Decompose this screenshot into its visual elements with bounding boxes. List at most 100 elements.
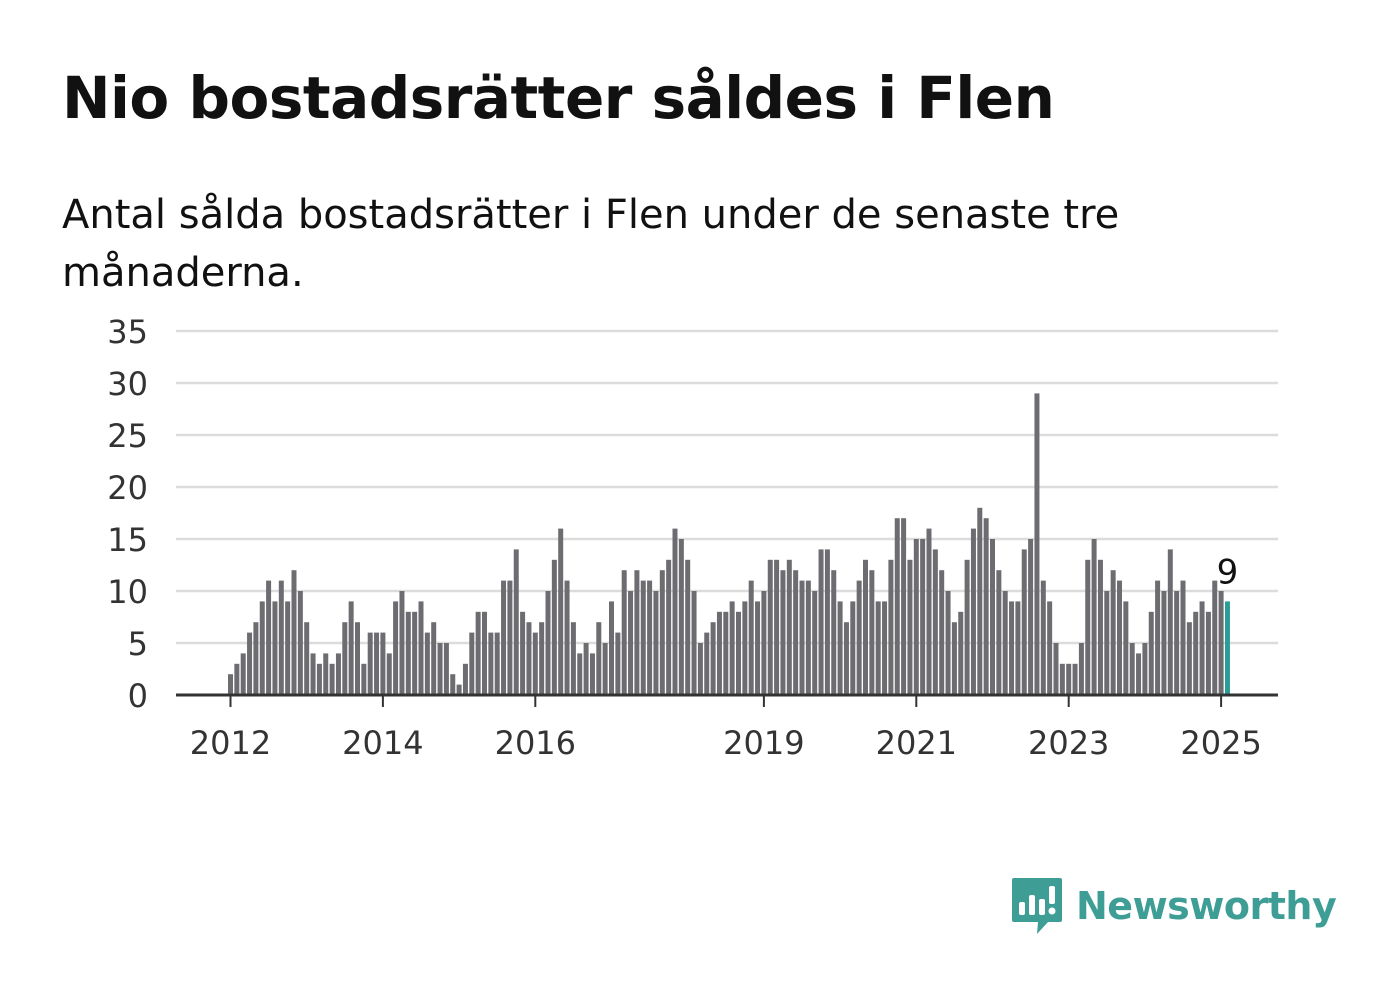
bar bbox=[818, 549, 824, 695]
bar bbox=[634, 570, 640, 695]
bar bbox=[786, 559, 792, 695]
bar bbox=[926, 528, 932, 695]
bar bbox=[1085, 559, 1091, 695]
bar bbox=[945, 591, 951, 695]
bar bbox=[640, 580, 646, 695]
bar bbox=[856, 580, 862, 695]
bar bbox=[1034, 393, 1040, 695]
bar bbox=[799, 580, 805, 695]
x-tick-label: 2019 bbox=[723, 724, 804, 762]
bar bbox=[780, 570, 786, 695]
bar bbox=[526, 622, 532, 695]
bar bbox=[666, 559, 672, 695]
bar bbox=[589, 653, 595, 695]
bar bbox=[958, 611, 964, 695]
bar bbox=[393, 601, 399, 695]
y-tick-label: 30 bbox=[107, 365, 148, 403]
bar bbox=[456, 684, 462, 695]
bar bbox=[869, 570, 875, 695]
bar bbox=[539, 622, 545, 695]
bar bbox=[907, 559, 913, 695]
bar bbox=[843, 622, 849, 695]
bar bbox=[824, 549, 830, 695]
bar bbox=[1104, 591, 1110, 695]
bar bbox=[297, 591, 303, 695]
newsworthy-logo[interactable]: Newsworthy bbox=[1010, 876, 1337, 936]
bar bbox=[1091, 539, 1097, 695]
bar bbox=[1193, 611, 1199, 695]
bar bbox=[564, 580, 570, 695]
bar bbox=[437, 643, 443, 695]
chart-subtitle: Antal sålda bostadsrätter i Flen under d… bbox=[62, 192, 1120, 296]
bar bbox=[812, 591, 818, 695]
bar bbox=[577, 653, 583, 695]
bar bbox=[355, 622, 360, 695]
bar bbox=[748, 580, 754, 695]
bar bbox=[380, 632, 386, 695]
bar bbox=[272, 601, 278, 695]
bar bbox=[1167, 549, 1173, 695]
bar bbox=[628, 591, 634, 695]
bar bbox=[1161, 591, 1167, 695]
y-tick-label: 0 bbox=[128, 677, 148, 715]
bar bbox=[678, 539, 684, 695]
bar bbox=[1015, 601, 1021, 695]
bar bbox=[710, 622, 716, 695]
bar bbox=[1002, 591, 1008, 695]
bars bbox=[228, 393, 1230, 695]
bar bbox=[386, 653, 392, 695]
bar bbox=[323, 653, 329, 695]
bar bbox=[558, 528, 564, 695]
bar bbox=[501, 580, 507, 695]
bar bbox=[266, 580, 272, 695]
bar bbox=[234, 663, 240, 695]
brand-name: Newsworthy bbox=[1076, 884, 1337, 928]
bar bbox=[659, 570, 665, 695]
bar bbox=[450, 674, 456, 695]
bar bbox=[723, 611, 729, 695]
bar bbox=[888, 559, 894, 695]
bar bbox=[1021, 549, 1027, 695]
bar bbox=[1123, 601, 1129, 695]
x-tick-label: 2016 bbox=[495, 724, 576, 762]
bar bbox=[831, 570, 837, 695]
x-tick-label: 2012 bbox=[190, 724, 271, 762]
bar bbox=[1078, 643, 1084, 695]
bar bbox=[691, 591, 697, 695]
y-axis-ticks: 0 5 10 15 20 25 30 35 bbox=[107, 313, 148, 715]
bar bbox=[583, 643, 589, 695]
y-tick-label: 20 bbox=[107, 469, 148, 507]
bar bbox=[736, 611, 741, 695]
bar bbox=[1180, 580, 1186, 695]
bar bbox=[805, 580, 811, 695]
bar bbox=[1117, 580, 1122, 695]
y-tick-label: 25 bbox=[107, 417, 148, 455]
bar bbox=[990, 539, 995, 695]
bar bbox=[716, 611, 722, 695]
bar bbox=[875, 601, 881, 695]
bar bbox=[755, 601, 761, 695]
bar bbox=[1066, 663, 1072, 695]
bar bbox=[932, 549, 938, 695]
bar bbox=[1053, 643, 1059, 695]
bar bbox=[418, 601, 424, 695]
bar bbox=[399, 591, 405, 695]
bar bbox=[247, 632, 253, 695]
bar bbox=[850, 601, 856, 695]
bar bbox=[977, 507, 983, 695]
bar bbox=[329, 663, 335, 695]
bar bbox=[551, 559, 557, 695]
bar bbox=[901, 518, 907, 695]
bar bbox=[1142, 643, 1148, 695]
bar bbox=[742, 601, 748, 695]
x-tick-label: 2023 bbox=[1028, 724, 1109, 762]
bar bbox=[462, 663, 468, 695]
bar bbox=[609, 601, 614, 695]
bar bbox=[729, 601, 735, 695]
bar bbox=[774, 559, 780, 695]
bar bbox=[424, 632, 430, 695]
bar bbox=[863, 559, 868, 695]
y-tick-label: 5 bbox=[128, 625, 148, 663]
bar bbox=[939, 570, 945, 695]
